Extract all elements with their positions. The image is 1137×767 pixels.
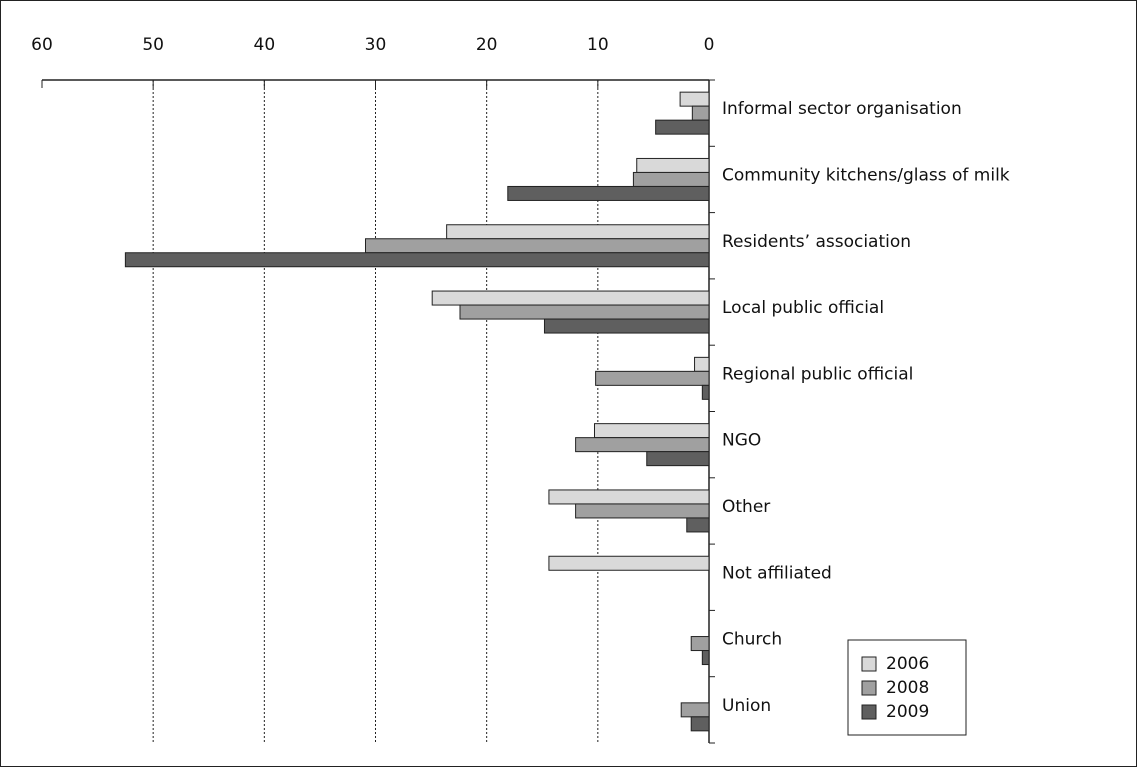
category-label: Informal sector organisation (722, 99, 962, 119)
category-label: Community kitchens/glass of milk (722, 165, 1010, 185)
bar (507, 185, 710, 201)
legend-swatch (861, 704, 877, 720)
x-tick-label: 50 (142, 35, 164, 55)
bar (593, 423, 710, 439)
bar (459, 304, 710, 320)
bar (575, 503, 710, 519)
x-tick-label: 30 (365, 35, 387, 55)
bar (431, 290, 710, 306)
bar (364, 238, 710, 254)
category-label: Residents’ association (722, 232, 911, 252)
category-label: Regional public official (722, 364, 913, 384)
category-label: Other (722, 497, 770, 517)
bar (632, 171, 710, 187)
bar (680, 702, 710, 718)
category-label: Union (722, 696, 771, 716)
x-tick-label: 0 (704, 35, 715, 55)
bar (575, 437, 710, 453)
bar (446, 224, 710, 240)
category-label: Church (722, 630, 782, 650)
legend-swatch (861, 680, 877, 696)
legend-label: 2008 (886, 678, 929, 698)
x-tick-label: 10 (587, 35, 609, 55)
bar (679, 91, 710, 107)
bar (691, 105, 710, 121)
bar (646, 451, 710, 467)
bar (543, 318, 710, 334)
category-label: NGO (722, 431, 761, 451)
legend-label: 2006 (886, 654, 929, 674)
bar (690, 716, 710, 732)
bar (694, 356, 710, 372)
bar (655, 119, 710, 135)
x-tick-label: 40 (254, 35, 276, 55)
bar (124, 252, 710, 268)
bar (686, 517, 710, 533)
category-label: Not affiliated (722, 563, 832, 583)
bar (548, 555, 710, 571)
x-tick-label: 20 (476, 35, 498, 55)
legend-label: 2009 (886, 702, 929, 722)
bar (701, 384, 710, 400)
legend-swatch (861, 656, 877, 672)
bar (701, 650, 710, 666)
category-label: Local public official (722, 298, 884, 318)
bar (595, 370, 710, 386)
bar (690, 636, 710, 652)
bar (548, 489, 710, 505)
x-tick-label: 60 (31, 35, 53, 55)
bar (636, 157, 710, 173)
